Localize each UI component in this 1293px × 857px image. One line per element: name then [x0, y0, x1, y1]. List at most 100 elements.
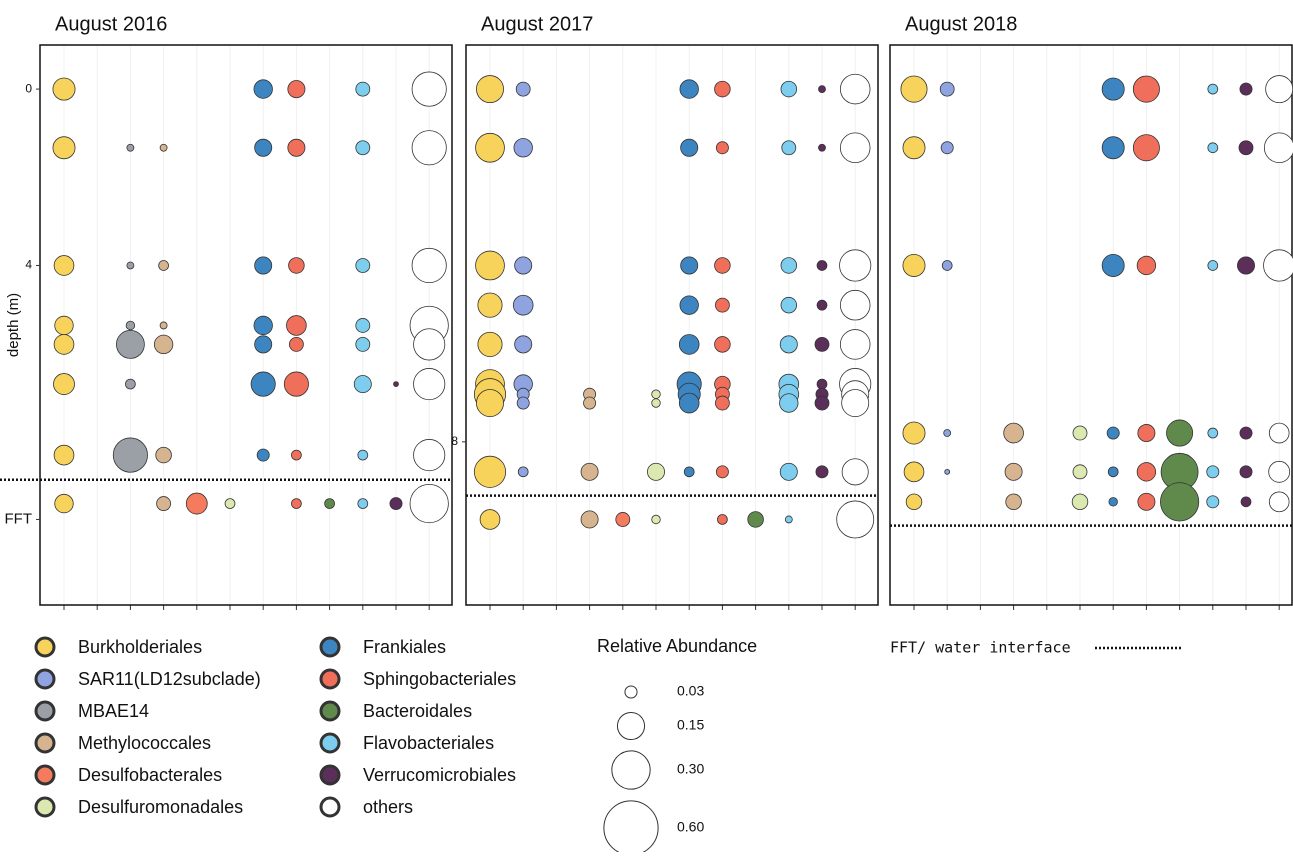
bubble — [651, 389, 661, 399]
bubble — [288, 337, 304, 352]
bubble — [53, 373, 75, 395]
bubble — [476, 75, 504, 104]
legend-swatch — [34, 732, 56, 754]
bubble — [155, 446, 172, 464]
bubble — [126, 261, 135, 270]
bubble — [1072, 464, 1088, 480]
legend-swatch — [319, 732, 341, 754]
bubble — [514, 256, 533, 275]
bubble — [126, 143, 135, 152]
bubble — [256, 448, 270, 462]
bubble — [1207, 260, 1219, 271]
bubble — [1107, 466, 1119, 478]
bubble — [253, 315, 273, 336]
bubble — [1239, 426, 1253, 440]
bubble — [679, 79, 699, 99]
bubble — [1136, 255, 1157, 276]
bubble — [1207, 427, 1219, 439]
bubble — [781, 140, 797, 156]
bubble — [714, 80, 731, 98]
bubble — [1207, 83, 1219, 95]
bubble — [355, 318, 371, 333]
bubble — [902, 421, 926, 445]
bubble — [54, 315, 74, 336]
legend-label: Desulfuromonadales — [78, 797, 243, 817]
bubble — [615, 512, 631, 527]
bubble — [715, 297, 730, 313]
bubble — [1101, 254, 1125, 277]
bubble — [53, 334, 75, 355]
bubble — [517, 466, 529, 478]
legend-swatch — [319, 636, 341, 658]
size-legend-circle — [616, 711, 646, 741]
bubble — [714, 257, 731, 274]
bubble — [1137, 492, 1156, 511]
legend-label: Verrucomicrobiales — [363, 765, 516, 785]
bubble — [1240, 496, 1252, 508]
bubble — [185, 492, 208, 515]
bubble — [253, 79, 273, 99]
bubble — [1003, 422, 1024, 444]
legend-swatch — [34, 700, 56, 722]
bubble — [814, 395, 830, 411]
bubble — [512, 294, 534, 316]
bubble — [784, 515, 793, 524]
bubble — [779, 335, 798, 354]
bubble — [1132, 134, 1160, 162]
panel-frame — [889, 44, 1293, 606]
bubble — [353, 375, 372, 394]
bubble — [355, 258, 371, 273]
bubble — [940, 141, 954, 155]
bubble — [816, 378, 828, 390]
bubble — [678, 392, 700, 414]
legend-label: Desulfobacterales — [78, 765, 222, 785]
bubble — [52, 77, 76, 101]
bubble — [780, 80, 798, 98]
legend-label: Burkholderiales — [78, 637, 202, 657]
bubble — [1268, 491, 1290, 513]
bubble — [283, 371, 309, 397]
legend-swatch — [319, 764, 341, 786]
size-legend-label: 0.03 — [677, 683, 704, 699]
bubble — [815, 465, 829, 479]
bubble — [841, 389, 870, 418]
bubble — [715, 465, 729, 479]
bubble — [153, 334, 174, 355]
bubble — [156, 496, 172, 511]
bubble — [479, 509, 501, 530]
size-legend-label: 0.30 — [677, 761, 704, 777]
bubble — [286, 315, 307, 336]
size-legend-label: 0.60 — [677, 819, 704, 835]
bubble — [224, 498, 236, 509]
bubble — [411, 130, 447, 166]
bubble — [683, 466, 695, 478]
bubble — [254, 335, 273, 354]
bubble — [513, 138, 533, 158]
bubble — [250, 371, 276, 397]
bubble — [839, 249, 872, 282]
bubble — [1206, 465, 1220, 479]
y-tick-label: 8 — [451, 434, 458, 448]
legend-swatch — [34, 796, 56, 818]
bubble — [818, 85, 826, 93]
legend-label: Sphingobacteriales — [363, 669, 516, 689]
bubble — [291, 498, 302, 509]
bubble — [159, 321, 168, 330]
bubble — [905, 493, 923, 511]
bubble — [158, 260, 169, 271]
legend-label: others — [363, 797, 413, 817]
bubble — [473, 455, 507, 488]
bubble — [715, 395, 730, 411]
bubble — [515, 81, 531, 97]
bubble — [389, 497, 403, 511]
bubble — [411, 71, 447, 107]
bubble — [679, 295, 699, 315]
bubble — [516, 396, 530, 410]
bubble — [1137, 424, 1156, 443]
bubble — [678, 334, 700, 355]
bubble — [409, 484, 449, 524]
bubble — [1263, 249, 1293, 282]
bubble — [651, 514, 661, 525]
bubble — [53, 255, 75, 276]
